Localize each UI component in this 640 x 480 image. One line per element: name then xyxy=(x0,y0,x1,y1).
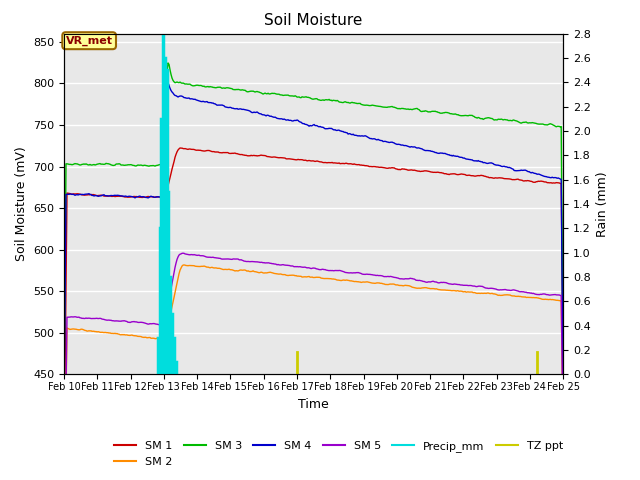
SM 2 xyxy=(180,262,188,268)
SM 1 xyxy=(358,162,366,168)
SM 3 xyxy=(298,94,306,100)
SM 2 xyxy=(548,297,556,302)
SM 2 xyxy=(470,289,478,295)
SM 1 xyxy=(60,468,68,474)
SM 1 xyxy=(176,145,184,151)
SM 4 xyxy=(470,158,478,164)
SM 2 xyxy=(559,447,567,453)
Line: SM 5: SM 5 xyxy=(64,253,563,480)
SM 5 xyxy=(358,271,366,277)
SM 3 xyxy=(301,94,309,100)
SM 3 xyxy=(559,373,567,379)
SM 2 xyxy=(298,274,306,280)
Line: SM 4: SM 4 xyxy=(64,82,563,416)
SM 3 xyxy=(164,60,172,66)
Text: VR_met: VR_met xyxy=(66,36,113,46)
SM 5 xyxy=(470,283,478,289)
Legend: SM 1, SM 2, SM 3, SM 4, SM 5, Precip_mm, TZ ppt: SM 1, SM 2, SM 3, SM 4, SM 5, Precip_mm,… xyxy=(109,437,568,471)
Line: SM 1: SM 1 xyxy=(64,148,563,471)
SM 3 xyxy=(60,395,68,400)
Line: SM 3: SM 3 xyxy=(64,63,563,397)
SM 3 xyxy=(358,102,366,108)
SM 4 xyxy=(548,174,556,180)
SM 1 xyxy=(298,157,306,163)
SM 1 xyxy=(559,370,567,375)
SM 1 xyxy=(301,157,309,163)
SM 5 xyxy=(548,292,556,298)
SM 4 xyxy=(164,79,172,85)
SM 4 xyxy=(559,405,567,410)
SM 2 xyxy=(332,276,339,282)
SM 3 xyxy=(470,114,478,120)
SM 5 xyxy=(301,264,309,270)
SM 5 xyxy=(559,444,567,450)
SM 2 xyxy=(301,274,309,280)
SM 4 xyxy=(298,120,306,126)
SM 2 xyxy=(358,279,366,285)
Y-axis label: Rain (mm): Rain (mm) xyxy=(596,171,609,237)
Title: Soil Moisture: Soil Moisture xyxy=(264,13,363,28)
SM 5 xyxy=(298,264,306,270)
SM 4 xyxy=(332,127,339,132)
SM 4 xyxy=(60,413,68,419)
SM 3 xyxy=(548,121,556,127)
SM 5 xyxy=(179,251,187,256)
SM 5 xyxy=(332,268,339,274)
SM 4 xyxy=(358,133,366,139)
SM 1 xyxy=(548,180,556,186)
Y-axis label: Soil Moisture (mV): Soil Moisture (mV) xyxy=(15,146,28,262)
SM 1 xyxy=(332,160,339,166)
SM 1 xyxy=(470,173,478,179)
Line: SM 2: SM 2 xyxy=(64,265,563,480)
SM 4 xyxy=(301,121,309,127)
SM 3 xyxy=(332,97,339,103)
X-axis label: Time: Time xyxy=(298,397,329,410)
